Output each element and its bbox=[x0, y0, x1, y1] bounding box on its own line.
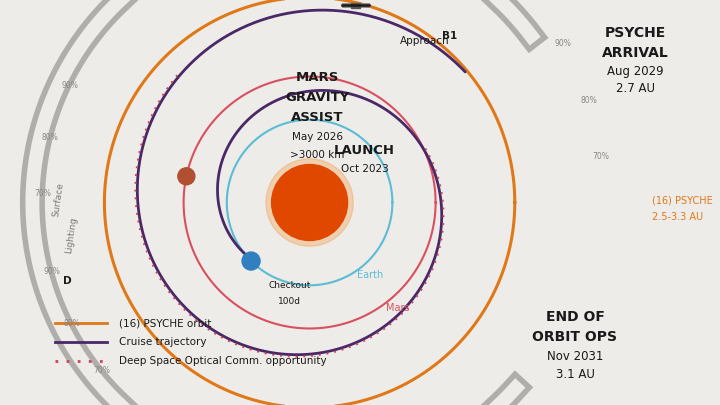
Text: PSYCHE: PSYCHE bbox=[604, 26, 665, 40]
Text: >3000 km: >3000 km bbox=[290, 149, 345, 160]
Text: MARS: MARS bbox=[296, 71, 339, 84]
Text: 90%: 90% bbox=[43, 267, 60, 276]
Text: 2.7 AU: 2.7 AU bbox=[616, 83, 654, 96]
Text: Deep Space Optical Comm. opportunity: Deep Space Optical Comm. opportunity bbox=[119, 356, 327, 366]
Text: Checkout: Checkout bbox=[269, 281, 311, 290]
Text: Earth: Earth bbox=[357, 270, 384, 280]
Text: (16) PSYCHE orbit: (16) PSYCHE orbit bbox=[119, 318, 212, 328]
Text: GRAVITY: GRAVITY bbox=[285, 91, 350, 104]
Text: 70%: 70% bbox=[34, 189, 51, 198]
Text: ASSIST: ASSIST bbox=[292, 111, 344, 124]
Bar bbox=[351, 3, 360, 8]
Text: Surface: Surface bbox=[52, 182, 66, 217]
Text: ORBIT OPS: ORBIT OPS bbox=[533, 330, 618, 344]
Text: Mars: Mars bbox=[387, 303, 410, 313]
Text: 90%: 90% bbox=[61, 81, 78, 90]
Text: 80%: 80% bbox=[580, 96, 598, 105]
Text: Lighting: Lighting bbox=[64, 216, 78, 254]
Text: 70%: 70% bbox=[94, 366, 110, 375]
Text: (16) PSYCHE: (16) PSYCHE bbox=[652, 195, 713, 205]
Ellipse shape bbox=[271, 164, 348, 241]
Text: 70%: 70% bbox=[593, 152, 610, 161]
Ellipse shape bbox=[266, 159, 354, 246]
Ellipse shape bbox=[242, 252, 260, 270]
Text: Oct 2023: Oct 2023 bbox=[341, 164, 389, 175]
Text: 90%: 90% bbox=[555, 39, 572, 49]
Text: B1: B1 bbox=[441, 31, 456, 41]
Text: Aug 2029: Aug 2029 bbox=[607, 66, 663, 79]
Text: LAUNCH: LAUNCH bbox=[334, 144, 395, 157]
Text: 3.1 AU: 3.1 AU bbox=[556, 369, 595, 382]
Text: ARRIVAL: ARRIVAL bbox=[602, 46, 668, 60]
Text: D: D bbox=[63, 276, 71, 286]
Text: 100d: 100d bbox=[279, 297, 301, 307]
Text: May 2026: May 2026 bbox=[292, 132, 343, 143]
Text: Nov 2031: Nov 2031 bbox=[546, 350, 603, 362]
Text: Approach: Approach bbox=[400, 36, 450, 46]
Text: 80%: 80% bbox=[63, 319, 80, 328]
Text: 80%: 80% bbox=[42, 133, 59, 143]
Text: END OF: END OF bbox=[546, 310, 604, 324]
Text: 2.5-3.3 AU: 2.5-3.3 AU bbox=[652, 212, 703, 222]
Ellipse shape bbox=[178, 168, 195, 185]
Text: Cruise trajectory: Cruise trajectory bbox=[119, 337, 207, 347]
